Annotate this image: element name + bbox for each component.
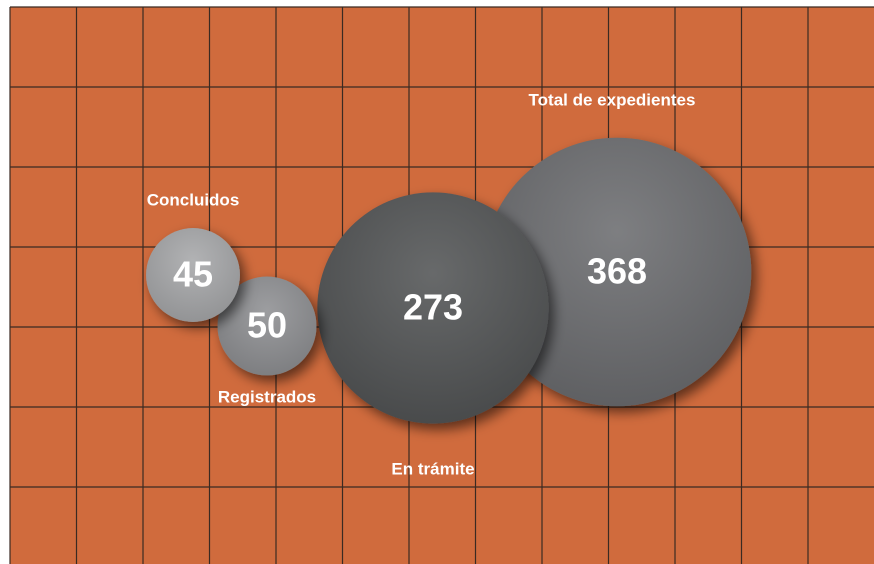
bubble-shade bbox=[317, 192, 549, 424]
bubble-shade bbox=[217, 276, 317, 376]
bubble-shade bbox=[146, 228, 240, 322]
bubble-group: 50 Registrados bbox=[217, 276, 317, 406]
bubble-label: Total de expedientes bbox=[529, 90, 696, 109]
value-label: 50 bbox=[247, 305, 287, 346]
bubbles: 368 Total de expedientes 273 En trámite 50 Re… bbox=[146, 90, 752, 478]
bubble-label: Registrados bbox=[218, 387, 316, 406]
bubble-label: En trámite bbox=[391, 459, 474, 478]
bubble-shade bbox=[482, 137, 752, 407]
value-label: 368 bbox=[587, 251, 647, 292]
value-label: 273 bbox=[403, 287, 463, 328]
value-label: 45 bbox=[173, 254, 213, 295]
bubble-group: 273 En trámite bbox=[317, 192, 549, 478]
bubble-group: 45 Concluidos bbox=[146, 190, 240, 322]
bubble-label: Concluidos bbox=[147, 190, 240, 209]
bubble-group: 368 Total de expedientes bbox=[482, 90, 752, 407]
